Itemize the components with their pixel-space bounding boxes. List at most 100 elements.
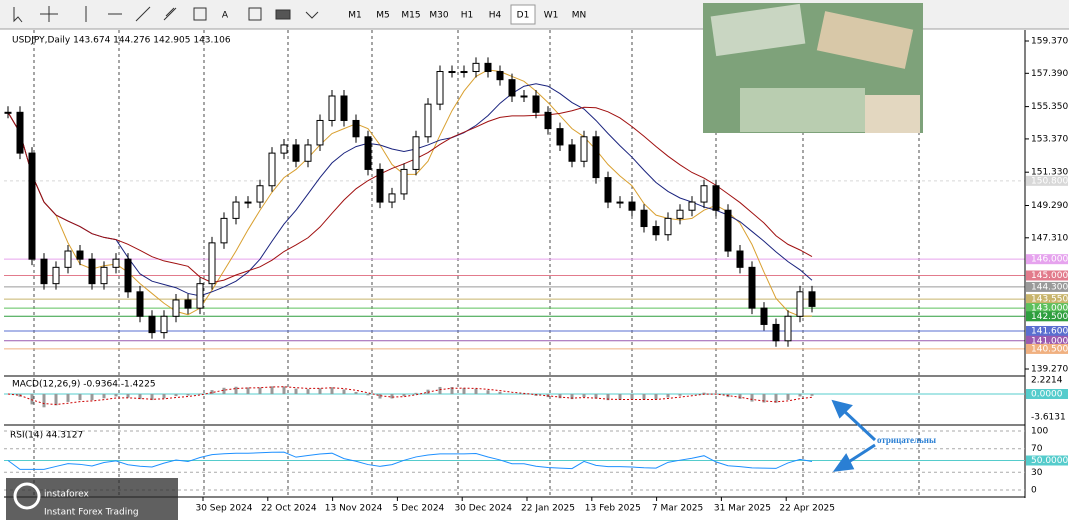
date-label: 22 Jan 2025 bbox=[521, 504, 575, 514]
watermark-brand: instaforex bbox=[44, 490, 89, 500]
macd-tick-label: 2.2214 bbox=[1031, 375, 1063, 385]
candle-body bbox=[412, 136, 420, 170]
level-label: 141.000 bbox=[1031, 336, 1068, 346]
candle-body bbox=[556, 128, 564, 146]
candle-body bbox=[244, 201, 252, 204]
date-label: 22 Apr 2025 bbox=[779, 504, 835, 514]
candle-body bbox=[784, 315, 792, 342]
macd-header: MACD(12,26,9) -0.9364 -1.4225 bbox=[12, 380, 156, 390]
level-label: 146.000 bbox=[1031, 255, 1068, 265]
candle-body bbox=[220, 217, 228, 244]
level-tag bbox=[1026, 270, 1068, 281]
macd-tick-label: 0.0000 bbox=[1031, 390, 1063, 400]
rsi-tick-label: 0 bbox=[1031, 486, 1037, 496]
date-label: 30 Dec 2024 bbox=[454, 504, 512, 514]
banknote bbox=[865, 95, 920, 133]
candle-body bbox=[52, 266, 60, 285]
candle-body bbox=[496, 71, 504, 81]
timeframe-button[interactable]: M15 bbox=[401, 11, 420, 21]
candle-body bbox=[160, 315, 168, 334]
rsi-line bbox=[7, 451, 813, 470]
price-tick-label: 153.370 bbox=[1031, 134, 1068, 144]
candle-body bbox=[184, 299, 192, 309]
date-label: 22 Oct 2024 bbox=[261, 504, 317, 514]
candle-body bbox=[472, 62, 480, 73]
candle-body bbox=[148, 315, 156, 334]
candle-body bbox=[364, 136, 372, 170]
candle-body bbox=[676, 209, 684, 219]
date-label: 31 Mar 2025 bbox=[714, 504, 771, 514]
banknote bbox=[740, 88, 865, 132]
date-label: 13 Nov 2024 bbox=[325, 504, 383, 514]
candle-body bbox=[772, 323, 780, 342]
date-label: 30 Sep 2024 bbox=[195, 504, 252, 514]
level-tag bbox=[1026, 294, 1068, 305]
candle-body bbox=[544, 111, 552, 130]
level-label: 144.300 bbox=[1031, 282, 1068, 292]
candle-body bbox=[508, 79, 516, 97]
rsi-tick-label: 30 bbox=[1031, 468, 1043, 478]
banknote bbox=[710, 3, 806, 57]
candle-body bbox=[760, 307, 768, 325]
level-tag bbox=[1026, 303, 1068, 314]
candle-body bbox=[592, 136, 600, 179]
moving-average bbox=[7, 69, 813, 317]
rsi-tick-label: 70 bbox=[1031, 444, 1043, 454]
level-label: 141.600 bbox=[1031, 326, 1068, 336]
timeframe-button[interactable]: D1 bbox=[517, 11, 530, 21]
price-tick-label: 159.370 bbox=[1031, 37, 1068, 47]
level-label: 145.000 bbox=[1031, 271, 1068, 281]
level-tag bbox=[1026, 325, 1068, 336]
level-tag bbox=[1026, 311, 1068, 322]
candle-body bbox=[604, 177, 612, 203]
rsi-header: RSI(14) 44.3127 bbox=[10, 431, 83, 441]
timeframe-button[interactable]: M1 bbox=[348, 11, 362, 21]
candle-body bbox=[304, 144, 312, 162]
candle-body bbox=[424, 103, 432, 138]
candle-body bbox=[700, 185, 708, 203]
drawing-tools[interactable] bbox=[13, 6, 319, 23]
timeframe-button[interactable]: MN bbox=[572, 11, 587, 21]
zero-tag bbox=[1026, 389, 1068, 399]
annotation: отрицательны bbox=[877, 435, 936, 445]
level-tag bbox=[1026, 335, 1068, 346]
level-tag bbox=[1026, 175, 1068, 186]
candle-body bbox=[400, 168, 408, 195]
candle-body bbox=[208, 242, 216, 285]
timeframe-button[interactable]: W1 bbox=[544, 11, 559, 21]
candle-body bbox=[616, 201, 624, 204]
level-tag bbox=[1026, 281, 1068, 292]
date-label: 7 Mar 2025 bbox=[652, 504, 703, 514]
candle-body bbox=[40, 258, 48, 285]
timeframe-button[interactable]: H1 bbox=[461, 11, 474, 21]
candle-body bbox=[196, 283, 204, 309]
annotation-arrows bbox=[831, 399, 877, 472]
timeframe-button[interactable]: M5 bbox=[376, 11, 390, 21]
price-tick-label: 157.390 bbox=[1031, 69, 1068, 79]
candle-body bbox=[268, 152, 276, 187]
candle-body bbox=[100, 266, 108, 285]
timeframe-button[interactable]: M30 bbox=[429, 11, 448, 21]
candle-body bbox=[724, 209, 732, 252]
text-tool[interactable]: A bbox=[222, 11, 229, 21]
price-tick-label: 155.350 bbox=[1031, 102, 1068, 112]
candle-body bbox=[376, 168, 384, 203]
level-tag bbox=[1026, 254, 1068, 265]
timeframe-button[interactable]: H4 bbox=[489, 11, 502, 21]
watermark: instaforex Instant Forex Trading bbox=[6, 478, 178, 520]
candle-body bbox=[688, 201, 696, 211]
candle-body bbox=[640, 209, 648, 228]
candle-body bbox=[328, 95, 336, 121]
macd-signal bbox=[7, 386, 813, 405]
candle-body bbox=[628, 201, 636, 211]
rsi-tag bbox=[1026, 455, 1068, 466]
candle-body bbox=[4, 111, 12, 114]
candle-body bbox=[580, 136, 588, 162]
candle-body bbox=[16, 111, 24, 154]
candle-body bbox=[532, 95, 540, 113]
candle-body bbox=[664, 217, 672, 236]
candle-body bbox=[748, 266, 756, 309]
candle-body bbox=[76, 250, 84, 260]
candle-body bbox=[352, 119, 360, 138]
candle-body bbox=[124, 258, 132, 293]
